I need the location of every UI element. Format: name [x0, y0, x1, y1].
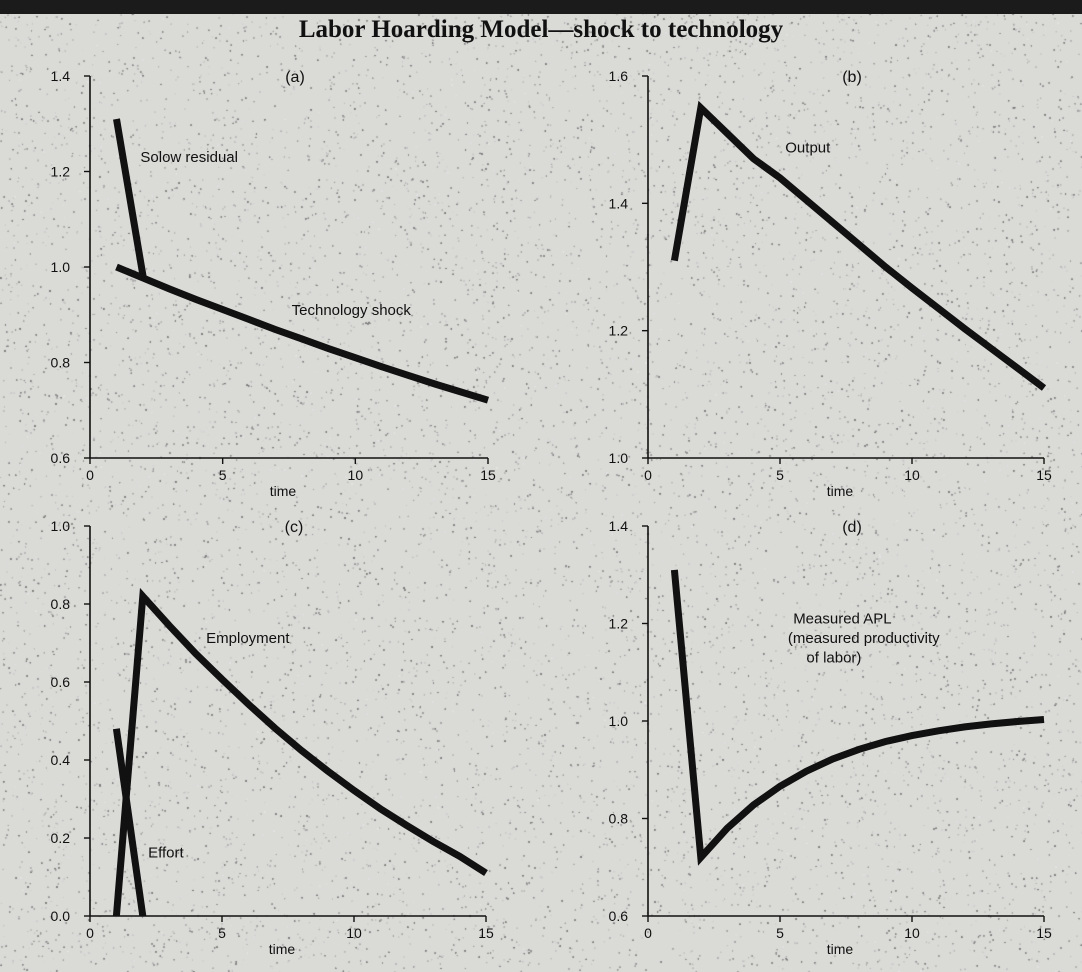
panel-2-x-axis-label: time	[269, 941, 296, 957]
panel-1-y-tick-label: 1.4	[609, 195, 629, 211]
panel-0-y-tick-label: 0.6	[51, 450, 71, 466]
panel-2-x-tick-label: 0	[86, 925, 94, 941]
panel-2-y-tick-label: 0.6	[51, 674, 71, 690]
panel-3-y-tick-label: 1.2	[609, 616, 629, 632]
panel-0-x-tick-label: 0	[86, 467, 94, 483]
panel-0-y-tick-label: 1.2	[51, 164, 71, 180]
panel-1-y-tick-label: 1.0	[609, 450, 629, 466]
top-border-band	[0, 0, 1082, 14]
panel-3-annotation: (measured productivity	[788, 630, 940, 647]
panel-3-x-tick-label: 15	[1036, 925, 1052, 941]
panel-3-annotation: Measured APL	[793, 611, 891, 628]
panel-2-y-tick-label: 0.2	[51, 830, 71, 846]
panel-0-y-tick-label: 1.0	[51, 259, 71, 275]
panel-0-annotation: Solow residual	[140, 149, 238, 166]
panel-2-annotation: Effort	[148, 845, 184, 862]
panel-1-x-tick-label: 5	[776, 467, 784, 483]
panel-3-y-tick-label: 0.8	[609, 811, 629, 827]
panel-3-x-tick-label: 0	[644, 925, 652, 941]
panel-1-x-tick-label: 0	[644, 467, 652, 483]
panel-3-series-measured-apl-measured-productivity-of-labor	[670, 569, 1045, 866]
panel-0-annotation: Technology shock	[292, 302, 412, 319]
panel-2-y-tick-label: 0.8	[51, 596, 71, 612]
panel-1-x-axis-label: time	[827, 483, 854, 499]
panel-3-y-tick-label: 0.6	[609, 908, 629, 924]
panel-3-y-tick-label: 1.4	[609, 518, 629, 534]
panel-0-y-tick-label: 0.8	[51, 355, 71, 371]
panel-1-y-tick-label: 1.6	[609, 68, 629, 84]
panel-2-series-effort	[112, 728, 147, 917]
figure-title: Labor Hoarding Model—shock to technology	[298, 16, 784, 43]
panel-0-panel-label: (a)	[285, 69, 305, 86]
panel-0-series-solow-residual	[113, 118, 147, 278]
panel-3-x-tick-label: 10	[904, 925, 920, 941]
panel-1-x-tick-label: 15	[1036, 467, 1052, 483]
panel-0-y-tick-label: 1.4	[51, 68, 71, 84]
panel-1-panel-label: (b)	[842, 69, 862, 86]
panel-2-annotation: Employment	[206, 630, 290, 647]
panel-0-x-tick-label: 5	[219, 467, 227, 483]
panel-3-x-axis-label: time	[827, 941, 854, 957]
panel-0-x-tick-label: 15	[480, 467, 496, 483]
panel-2-series-employment	[112, 587, 488, 917]
panel-1-x-tick-label: 10	[904, 467, 920, 483]
panel-1-annotation: Output	[785, 139, 831, 156]
panel-3-annotation: of labor)	[806, 650, 861, 667]
panel-3-y-tick-label: 1.0	[609, 713, 629, 729]
panel-2-x-tick-label: 5	[218, 925, 226, 941]
panel-1-series-output	[670, 100, 1047, 391]
panel-1-y-tick-label: 1.2	[609, 323, 629, 339]
panel-3-x-tick-label: 5	[776, 925, 784, 941]
panel-2-y-tick-label: 0.0	[51, 908, 71, 924]
panel-0-series-technology-shock	[115, 263, 490, 404]
panel-2-panel-label: (c)	[285, 519, 304, 536]
panel-3-panel-label: (d)	[842, 519, 862, 536]
panel-2-y-tick-label: 0.4	[51, 752, 71, 768]
panel-0-x-axis-label: time	[270, 483, 297, 499]
panel-2-x-tick-label: 10	[346, 925, 362, 941]
panel-2-x-tick-label: 15	[478, 925, 494, 941]
panel-2-y-tick-label: 1.0	[51, 518, 71, 534]
panel-0-x-tick-label: 10	[348, 467, 364, 483]
